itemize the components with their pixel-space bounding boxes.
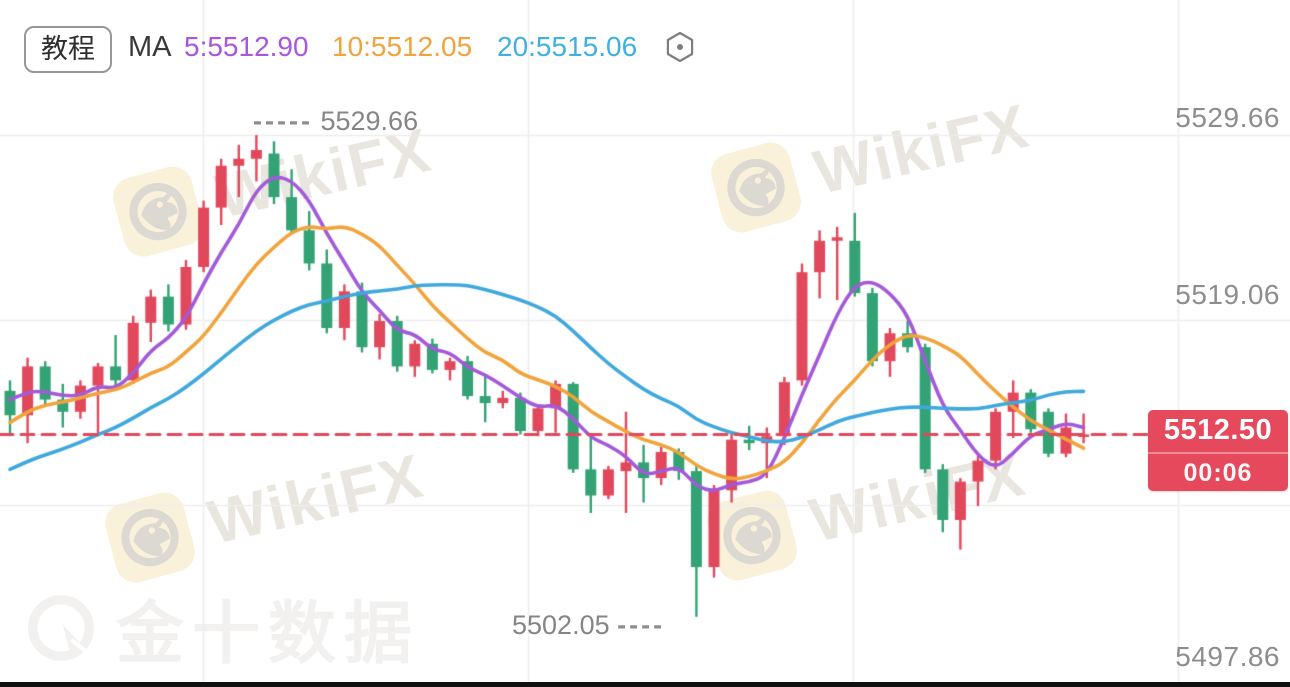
indicator-settings-icon[interactable] — [662, 29, 698, 65]
badge-divider — [1148, 451, 1288, 454]
current-price-badge: 5512.50 00:06 — [1148, 410, 1288, 491]
bottom-screen-bar — [0, 682, 1290, 687]
current-price-value: 5512.50 — [1163, 413, 1273, 446]
tutorial-button[interactable]: 教程 — [24, 26, 112, 74]
candle-countdown-timer: 00:06 — [1183, 458, 1253, 487]
